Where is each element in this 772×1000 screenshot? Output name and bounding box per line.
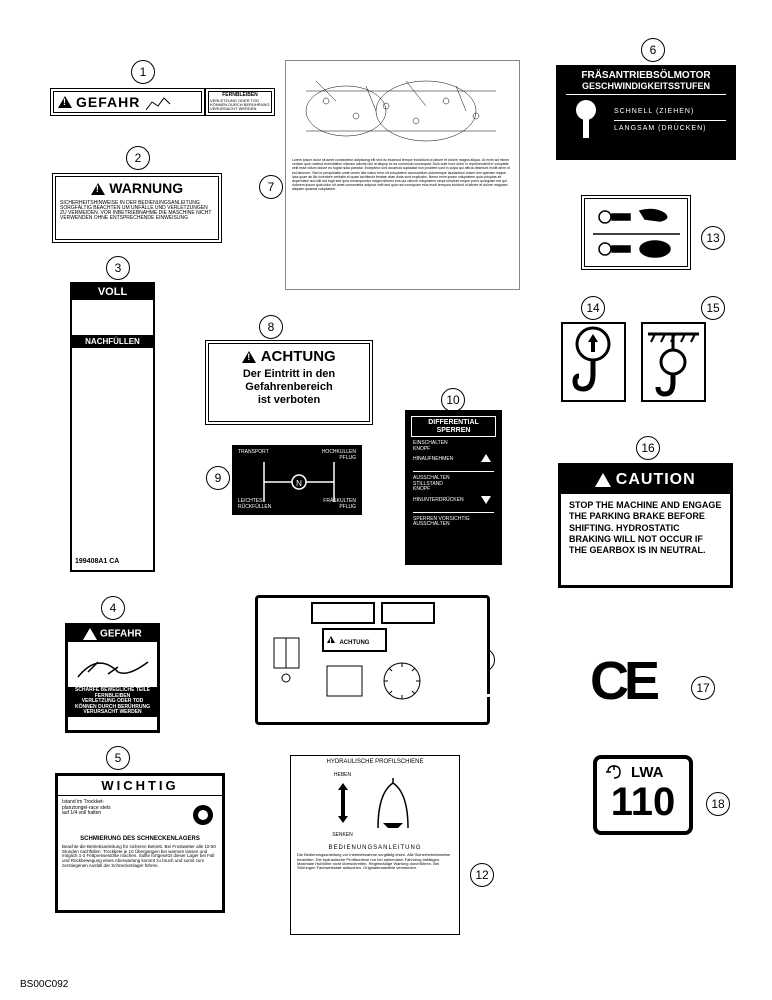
warning-triangle-icon <box>595 473 611 487</box>
no-lift-icon <box>643 324 704 400</box>
decal-shift: TRANSPORT HOCHKULLEN PFLUG LEICHTES RÜCK… <box>232 445 362 515</box>
callout-2: 2 <box>126 146 150 170</box>
voll-code: 199408A1 CA <box>72 558 153 566</box>
sound-icon <box>603 762 625 782</box>
decal-lwa: LWA 110 <box>593 755 693 835</box>
warnung-body: SICHERHEITSHINWEISE IN DER BEDIENUNGSANL… <box>56 201 218 221</box>
achtung-l2: Gefahrenbereich <box>209 381 369 394</box>
wichtig-l3: auf 1/4 voll halten <box>62 811 188 817</box>
callout-18: 18 <box>706 792 730 816</box>
diff-title: DIFFERENTIAL SPERREN <box>412 419 495 434</box>
warning-triangle-icon <box>327 636 335 643</box>
callout-16: 16 <box>636 436 660 460</box>
voll-top: VOLL <box>72 284 153 300</box>
caution-body: STOP THE MACHINE AND ENGAGE THE PARKING … <box>561 494 730 562</box>
decal-wichtig: WICHTIG Istand im Trockket- planziongel-… <box>55 773 225 913</box>
achtung-label: ACHTUNG <box>261 348 336 365</box>
callout-12: 12 <box>470 863 494 887</box>
linkage-icon <box>264 628 314 688</box>
ce-mark: CE <box>590 651 655 711</box>
decal-gefahr-1: GEFAHR <box>50 88 205 116</box>
callout-15: 15 <box>701 296 725 320</box>
callout-9: 9 <box>206 466 230 490</box>
hyd-l3: SENKEN <box>332 833 353 839</box>
caution-label: CAUTION <box>616 471 696 488</box>
panel-achtung: ACHTUNG <box>339 640 369 646</box>
decal-speed: FRÄSANTRIEBSÖLMOTOR GESCHWINDIGKEITSSTUF… <box>556 65 736 160</box>
hook-up-icon <box>563 324 624 400</box>
decal-voll: VOLL NACHFÜLLEN 199408A1 CA <box>70 282 155 572</box>
diff-l3: HINAUFNEHMEN <box>413 457 479 463</box>
hyd-body: Die Bedienungsanleitung vor Inbetriebnah… <box>291 853 459 871</box>
voll-mid: NACHFÜLLEN <box>72 335 153 348</box>
decal-panel: ACHTUNG <box>255 595 490 725</box>
speed-l2: GESCHWINDIGKEITSSTUFEN <box>558 81 734 91</box>
callout-8: 8 <box>259 315 283 339</box>
gefahr-2-label: GEFAHR <box>100 629 142 640</box>
decal-gefahr-2: GEFAHR SCHARFE BEWEGLICHE TEILE FERNBLEI… <box>65 623 160 733</box>
tortoise-hare-icon <box>585 199 687 266</box>
wichtig-sub: SCHMIERUNG DES SCHNECKENLAGERS <box>58 834 222 845</box>
callout-17: 17 <box>691 676 715 700</box>
warnung-label: WARNUNG <box>109 180 183 196</box>
callout-5: 5 <box>106 746 130 770</box>
button-down-icon <box>479 493 494 508</box>
diff-l7: HINUNTERDRÜCKEN <box>413 498 479 504</box>
callout-10: 10 <box>441 388 465 412</box>
gauge-icon <box>188 800 218 830</box>
doc-body: Lorem ipsum dolor sit amet consectetur a… <box>286 156 519 194</box>
decal-speed-icons <box>581 195 691 270</box>
profile-rail-icon <box>368 773 418 838</box>
decal-hook-up <box>561 322 626 402</box>
hyd-l1: HYDRAULISCHE PROFILSCHIENE <box>291 756 459 769</box>
wichtig-title: WICHTIG <box>58 776 222 796</box>
shift-pattern-icon: N <box>234 447 364 517</box>
warning-triangle-icon <box>83 628 97 640</box>
decal-gefahr-1b: FERNBLEIBEN VERLETZUNG ODER TOD KÖNNEN D… <box>205 88 275 116</box>
speed-l1: FRÄSANTRIEBSÖLMOTOR <box>558 67 734 81</box>
machine-diagram-icon <box>286 61 517 156</box>
gefahr-filler: VERLETZUNG ODER TOD KÖNNEN DURCH BERÜHRU… <box>210 99 270 112</box>
speed-l4: LANGSAM (DRÜCKEN) <box>614 125 726 133</box>
lwa-value: 110 <box>597 782 689 822</box>
gefahr-label: GEFAHR <box>76 94 140 110</box>
callout-7: 7 <box>259 175 283 199</box>
callout-4: 4 <box>101 596 125 620</box>
warning-triangle-icon <box>242 351 256 363</box>
callout-13: 13 <box>701 226 725 250</box>
knob-icon <box>566 98 606 143</box>
decal-achtung: ACHTUNG Der Eintritt in den Gefahrenbere… <box>205 340 373 425</box>
decal-document: Lorem ipsum dolor sit amet consectetur a… <box>285 60 520 290</box>
svg-text:N: N <box>296 479 302 488</box>
footer-code: BS00C092 <box>20 979 68 990</box>
diff-l9: AUSSCHALTEN <box>413 522 494 528</box>
button-up-icon <box>479 452 494 467</box>
callout-1: 1 <box>131 60 155 84</box>
lwa-label: LWA <box>631 764 664 781</box>
decal-differential: DIFFERENTIAL SPERREN EINSCHALTEN KNOPF H… <box>405 410 502 565</box>
warning-triangle-icon <box>58 96 72 108</box>
callout-6: 6 <box>641 38 665 62</box>
wichtig-body: Beachte die Betriebsanleitung für sicher… <box>58 845 222 870</box>
rotating-blade-icon <box>68 642 159 682</box>
warning-triangle-icon <box>91 183 105 195</box>
decal-no-lift <box>641 322 706 402</box>
dial-icon <box>322 656 432 706</box>
hand-hazard-icon <box>144 92 174 112</box>
gefahr-2-l5: VERURSACHT WERDEN <box>68 710 157 716</box>
speed-l3: SCHNELL (ZIEHEN) <box>614 108 726 116</box>
up-down-arrow-icon <box>333 778 353 828</box>
achtung-l3: ist verboten <box>209 394 369 407</box>
callout-3: 3 <box>106 256 130 280</box>
decal-caution: CAUTION STOP THE MACHINE AND ENGAGE THE … <box>558 463 733 588</box>
decal-warnung: WARNUNG SICHERHEITSHINWEISE IN DER BEDIE… <box>52 173 222 243</box>
decal-ce: CE <box>590 650 655 712</box>
callout-14: 14 <box>581 296 605 320</box>
achtung-l1: Der Eintritt in den <box>209 368 369 381</box>
decal-hydraulic: HYDRAULISCHE PROFILSCHIENE HEBEN SENKEN … <box>290 755 460 935</box>
